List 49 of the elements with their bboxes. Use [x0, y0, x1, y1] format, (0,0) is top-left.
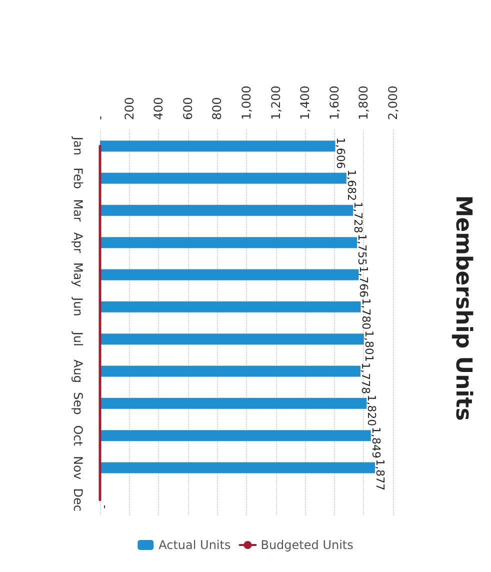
data-label: 1,606	[334, 137, 347, 169]
data-label: -	[98, 504, 112, 509]
x-tick-label: 1,000	[240, 86, 254, 120]
x-tick-label: 2,000	[386, 86, 400, 120]
x-tick-label: -	[93, 116, 107, 120]
bar	[100, 237, 358, 248]
data-label: 1,849	[369, 426, 382, 458]
bar	[100, 204, 354, 216]
data-label: 1,778	[358, 362, 372, 394]
x-tick-label: 200	[122, 97, 136, 120]
legend-label: Budgeted Units	[260, 538, 354, 552]
bar	[100, 334, 364, 345]
data-label: 1,820	[365, 394, 378, 426]
y-tick-label: Jun	[71, 296, 85, 316]
y-tick-label: Nov	[71, 456, 85, 480]
y-tick-label: Feb	[71, 168, 85, 189]
data-label: 1,682	[344, 170, 358, 201]
x-tick-label: 1,800	[356, 86, 371, 120]
bar	[100, 301, 361, 312]
data-label: 1,801	[362, 330, 376, 362]
bar	[100, 269, 359, 280]
y-tick-label: Aug	[71, 360, 85, 383]
y-tick-label: Dec	[71, 488, 85, 512]
bar	[100, 172, 346, 184]
x-tick-label: 1,200	[268, 86, 283, 120]
bar	[100, 140, 336, 152]
x-tick-label: 800	[210, 97, 224, 120]
data-label: 1,728	[352, 202, 365, 234]
data-label: 1,877	[373, 459, 386, 490]
x-tick-label: 600	[180, 97, 195, 120]
y-tick-label: Apr	[71, 232, 85, 254]
legend-label: Actual Units	[158, 538, 231, 552]
bar	[100, 462, 375, 474]
y-tick-label: Sep	[71, 392, 85, 415]
text: Membership Units	[450, 195, 476, 421]
data-label: 1,766	[357, 266, 370, 298]
bar	[100, 430, 371, 442]
y-tick-label: Jan	[71, 136, 85, 156]
x-tick-label: 1,400	[298, 86, 312, 120]
y-tick-label: Oct	[71, 425, 85, 446]
y-tick-label: Mar	[71, 199, 85, 222]
y-tick-label: May	[71, 262, 85, 288]
bar	[100, 366, 360, 377]
x-tick-label: 400	[152, 97, 166, 120]
data-label: 1,780	[359, 298, 372, 330]
y-tick-label: Jul	[71, 330, 85, 346]
x-tick-label: 1,600	[327, 86, 342, 120]
bar	[100, 398, 367, 409]
data-label: 1,755	[356, 234, 369, 266]
